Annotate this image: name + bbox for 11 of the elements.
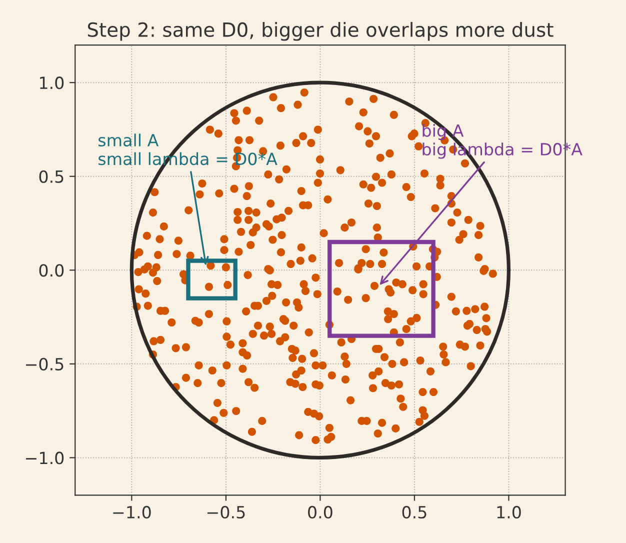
- x-tick-label: 0.0: [308, 506, 332, 519]
- y-tick-label: 0.0: [39, 264, 64, 277]
- x-tick-label: −0.5: [207, 506, 245, 519]
- y-tick-label: −1.0: [26, 452, 64, 464]
- x-tick-label: 0.5: [402, 506, 426, 519]
- y-tick-label: 1.0: [40, 76, 64, 90]
- y-tick-label: −0.5: [26, 358, 64, 370]
- y-tick-label: 0.5: [39, 170, 64, 183]
- x-tick-label: 1.0: [497, 506, 521, 519]
- chart-title: Step 2: same D0, bigger die overlaps more dust: [88, 22, 554, 41]
- x-tick-label: −1.0: [113, 506, 151, 519]
